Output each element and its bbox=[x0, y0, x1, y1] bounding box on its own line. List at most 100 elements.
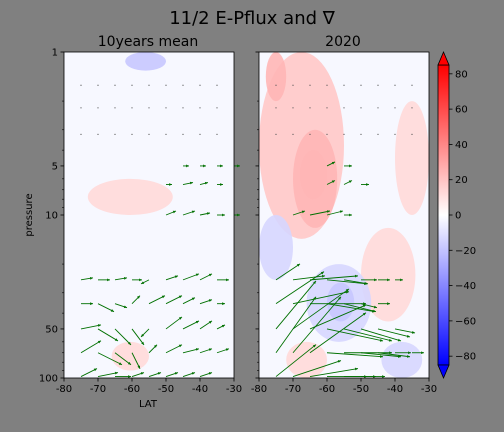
flux-arrowhead bbox=[195, 348, 199, 351]
flux-arrowhead bbox=[364, 282, 368, 285]
plot-panel-2020: -80 -70 -60 -50 -40 -30 bbox=[251, 51, 437, 395]
flux-arrowhead bbox=[89, 276, 93, 280]
flux-arrowhead bbox=[237, 213, 240, 217]
flux-arrow bbox=[309, 312, 367, 354]
flux-arrowhead bbox=[313, 296, 316, 300]
flux-arrowhead bbox=[387, 302, 390, 306]
flux-arrowhead bbox=[161, 295, 165, 299]
x-tick-label: -50 bbox=[353, 384, 369, 395]
flux-arrowhead bbox=[421, 351, 424, 355]
flux-arrow bbox=[292, 291, 350, 305]
colorbar-body bbox=[437, 64, 450, 366]
flux-dot bbox=[97, 107, 99, 109]
x-tick-label: -40 bbox=[192, 384, 208, 395]
flux-dot bbox=[377, 84, 379, 86]
flux-dot bbox=[182, 84, 184, 86]
flux-arrowhead bbox=[204, 181, 208, 185]
colorbar-tick-label: 40 bbox=[455, 140, 468, 151]
flux-arrowhead bbox=[127, 341, 131, 345]
flux-arrowhead bbox=[296, 263, 300, 267]
flux-arrow bbox=[275, 263, 301, 281]
flux-arrow bbox=[326, 279, 368, 285]
flux-dot bbox=[165, 84, 167, 86]
flux-arrow bbox=[80, 324, 102, 330]
flux-dot bbox=[199, 84, 201, 86]
flux-arrow bbox=[148, 295, 166, 305]
flux-dot bbox=[114, 84, 116, 86]
colorbar-tick-label: −60 bbox=[455, 316, 476, 327]
contour-region bbox=[111, 341, 149, 371]
flux-dot bbox=[182, 133, 184, 135]
flux-dot bbox=[275, 133, 277, 135]
flux-arrow bbox=[275, 344, 317, 377]
flux-arrowhead bbox=[345, 288, 349, 292]
flux-dot bbox=[216, 107, 218, 109]
flux-arrowhead bbox=[203, 164, 206, 168]
flux-arrowhead bbox=[107, 278, 110, 282]
flux-dot bbox=[148, 84, 150, 86]
flux-arrowhead bbox=[348, 180, 352, 184]
flux-arrow bbox=[292, 296, 342, 354]
flux-dot bbox=[326, 133, 328, 135]
flux-dot bbox=[343, 133, 345, 135]
flux-arrowhead bbox=[372, 309, 376, 313]
x-tick-label: -30 bbox=[226, 384, 242, 395]
flux-arrowhead bbox=[301, 210, 305, 214]
flux-dot bbox=[343, 107, 345, 109]
flux-dot bbox=[360, 133, 362, 135]
flux-dot bbox=[165, 107, 167, 109]
flux-dot bbox=[131, 133, 133, 135]
x-tick-label: -60 bbox=[319, 384, 335, 395]
plot-background bbox=[64, 52, 234, 378]
contour-region bbox=[259, 215, 293, 280]
y-tick-label: 1 bbox=[52, 48, 58, 59]
flux-arrow bbox=[309, 304, 367, 330]
flux-arrowhead bbox=[139, 278, 142, 282]
colorbar: 80 60 40 20 0 −20 −40 −60 −80 bbox=[437, 50, 476, 380]
colorbar-extend-low bbox=[437, 364, 450, 380]
flux-arrow bbox=[326, 352, 384, 358]
flux-arrow bbox=[97, 303, 115, 313]
flux-arrowhead bbox=[220, 164, 223, 168]
flux-arrowhead bbox=[90, 302, 93, 306]
flux-arrow bbox=[326, 328, 384, 342]
flux-arrowhead bbox=[345, 290, 349, 294]
contour-region bbox=[381, 341, 423, 379]
flux-arrow bbox=[292, 275, 326, 281]
x-tick-label: -80 bbox=[251, 384, 267, 395]
flux-arrow bbox=[131, 352, 141, 369]
flux-dot bbox=[292, 107, 294, 109]
flux-arrowhead bbox=[208, 273, 212, 277]
flux-arrowhead bbox=[349, 213, 352, 217]
flux-dot bbox=[377, 107, 379, 109]
flux-arrowhead bbox=[221, 324, 225, 328]
flux-dot bbox=[394, 107, 396, 109]
flux-arrow bbox=[97, 372, 119, 378]
flux-arrow bbox=[309, 275, 359, 281]
flux-arrow bbox=[309, 368, 359, 378]
flux-arrowhead bbox=[374, 278, 377, 282]
flux-arrowhead bbox=[174, 275, 178, 279]
flux-arrowhead bbox=[338, 296, 341, 300]
colorbar-tick-label: 80 bbox=[455, 69, 468, 80]
flux-arrowhead bbox=[362, 312, 366, 316]
flux-arrowhead bbox=[93, 368, 97, 372]
flux-arrowhead bbox=[366, 183, 369, 186]
flux-arrow bbox=[292, 288, 350, 330]
flux-arrowhead bbox=[400, 278, 403, 282]
flux-arrow bbox=[275, 280, 317, 330]
flux-arrowhead bbox=[320, 271, 324, 275]
flux-arrowhead bbox=[114, 371, 118, 375]
flux-dot bbox=[394, 133, 396, 135]
flux-arrowhead bbox=[397, 338, 401, 342]
flux-dot bbox=[411, 107, 413, 109]
flux-arrowhead bbox=[208, 348, 212, 351]
flux-arrowhead bbox=[387, 278, 390, 282]
flux-arrowhead bbox=[208, 320, 212, 324]
x-tick-label: -30 bbox=[421, 384, 437, 395]
flux-arrowhead bbox=[226, 278, 229, 282]
flux-arrowhead bbox=[189, 181, 193, 185]
flux-arrowhead bbox=[237, 164, 240, 168]
colorbar-extend-high bbox=[437, 50, 450, 66]
flux-arrowhead bbox=[127, 361, 131, 365]
